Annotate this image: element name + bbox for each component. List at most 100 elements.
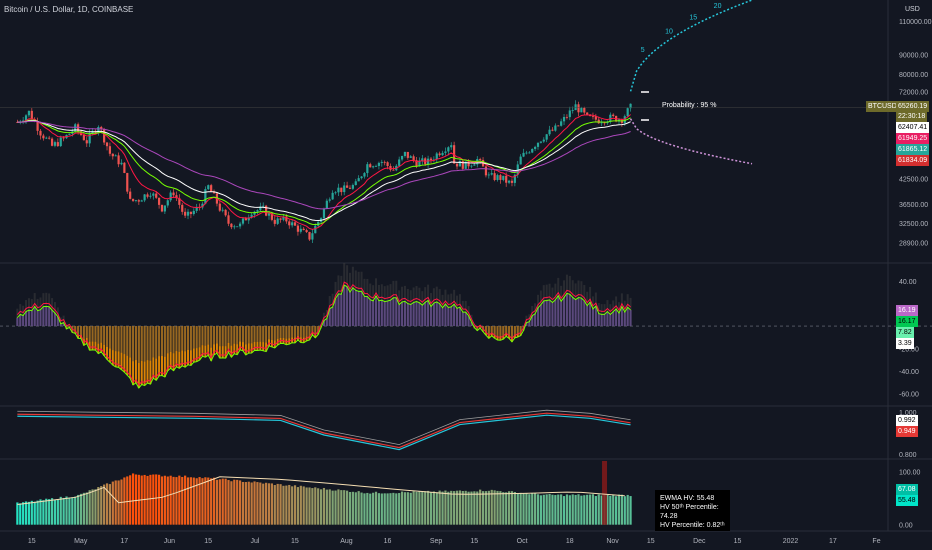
hv-bar xyxy=(186,477,190,525)
hv-bar xyxy=(178,475,181,525)
last-price-badge: 65260.19 xyxy=(896,101,930,112)
ratio-step-line xyxy=(17,409,631,445)
candle-body xyxy=(536,142,540,147)
candle-body xyxy=(114,155,117,157)
osc-bar xyxy=(429,306,432,327)
candle-body xyxy=(450,145,453,148)
osc-ghost-bar xyxy=(247,326,250,344)
candle-body xyxy=(568,110,571,118)
osc-ghost-bar xyxy=(94,326,97,342)
hv-bar xyxy=(45,498,48,525)
hv-bar xyxy=(580,495,583,525)
ratio-y-tick: 1.000 xyxy=(899,410,917,417)
hv-bar xyxy=(108,484,112,525)
candle-body xyxy=(461,161,464,169)
candle-body xyxy=(276,218,279,224)
osc-ghost-bar xyxy=(461,300,464,327)
osc-ghost-bar xyxy=(565,274,568,327)
osc-bar xyxy=(441,307,444,327)
osc-ghost-bar xyxy=(250,326,253,344)
osc-bar xyxy=(253,326,256,351)
candle-body xyxy=(502,175,505,180)
price-badge-1: 62407.41 xyxy=(896,122,930,133)
symbol-title[interactable]: Bitcoin / U.S. Dollar, 1D, COINBASE xyxy=(4,5,134,14)
candle-body xyxy=(195,207,198,211)
osc-ghost-bar xyxy=(418,287,421,327)
hv-bar xyxy=(600,495,603,525)
candle-body xyxy=(560,121,563,126)
osc-bar xyxy=(334,298,337,327)
osc-bar xyxy=(68,326,71,328)
osc-ghost-bar xyxy=(612,300,615,327)
osc-bar xyxy=(158,326,161,376)
ratio-line-teal xyxy=(17,414,631,451)
osc-ghost-bar xyxy=(557,277,560,327)
hv-bar xyxy=(259,482,262,525)
osc-ghost-bar xyxy=(169,326,172,352)
candle-body xyxy=(406,151,409,158)
osc-ghost-bar xyxy=(363,278,366,327)
osc-ghost-bar xyxy=(580,281,583,327)
hv-bar xyxy=(588,494,592,525)
hv-bar xyxy=(97,487,100,525)
osc-ghost-bar xyxy=(586,291,589,327)
osc-ghost-bar xyxy=(236,326,239,345)
candle-body xyxy=(236,226,239,228)
osc-bar xyxy=(340,294,343,327)
hv-bar xyxy=(166,476,169,525)
osc-bar xyxy=(108,326,111,363)
candle-body xyxy=(487,174,490,176)
hv-bar xyxy=(250,482,253,525)
osc-bar xyxy=(346,286,349,327)
osc-bar xyxy=(282,326,285,344)
hv-bar xyxy=(473,491,476,525)
osc-ghost-bar xyxy=(155,326,158,359)
osc-ghost-bar xyxy=(502,326,505,336)
osc-bar xyxy=(600,314,603,327)
hv-bar xyxy=(534,493,537,525)
osc-bar xyxy=(51,310,54,327)
candle-body xyxy=(577,104,580,113)
candle-body xyxy=(48,137,51,139)
candle-body xyxy=(328,199,331,201)
osc-bar xyxy=(215,326,218,354)
candle-body xyxy=(181,204,184,212)
osc-ghost-bar xyxy=(181,326,184,351)
osc-ghost-bar xyxy=(389,284,392,327)
candle-body xyxy=(62,137,65,139)
x-tick-label: 15 xyxy=(647,538,655,545)
osc-ghost-bar xyxy=(207,326,210,345)
candle-body xyxy=(224,209,227,216)
osc-ghost-bar xyxy=(343,263,346,327)
hv-bar xyxy=(100,486,103,525)
hv-bar xyxy=(62,497,65,525)
osc-bar xyxy=(97,326,100,354)
osc-bar xyxy=(62,322,65,327)
osc-ghost-bar xyxy=(282,326,285,339)
osc-bar xyxy=(383,301,386,327)
ticker-badge: BTCUSD xyxy=(866,101,899,112)
osc-ghost-bar xyxy=(85,326,88,339)
osc-ghost-bar xyxy=(354,270,357,327)
osc-ghost-bar xyxy=(626,294,629,327)
osc-bar xyxy=(447,307,450,327)
hv-bar xyxy=(146,475,149,525)
osc-ghost-bar xyxy=(470,314,473,327)
osc-bar xyxy=(195,326,198,362)
candle-body xyxy=(354,181,357,186)
hv-bar xyxy=(27,501,31,525)
osc-bar xyxy=(146,326,149,384)
hv-bar xyxy=(502,492,505,525)
osc-bar xyxy=(531,315,534,327)
hv-bar xyxy=(244,482,247,525)
currency-label[interactable]: USD xyxy=(905,6,920,13)
osc-ghost-bar xyxy=(476,326,479,331)
hv-bar xyxy=(455,490,459,525)
candle-body xyxy=(59,137,62,147)
osc-ghost-bar xyxy=(126,326,129,356)
candle-body xyxy=(542,139,545,142)
hv-bar xyxy=(53,499,57,525)
osc-ghost-bar xyxy=(322,312,325,327)
osc-bar xyxy=(343,285,346,327)
